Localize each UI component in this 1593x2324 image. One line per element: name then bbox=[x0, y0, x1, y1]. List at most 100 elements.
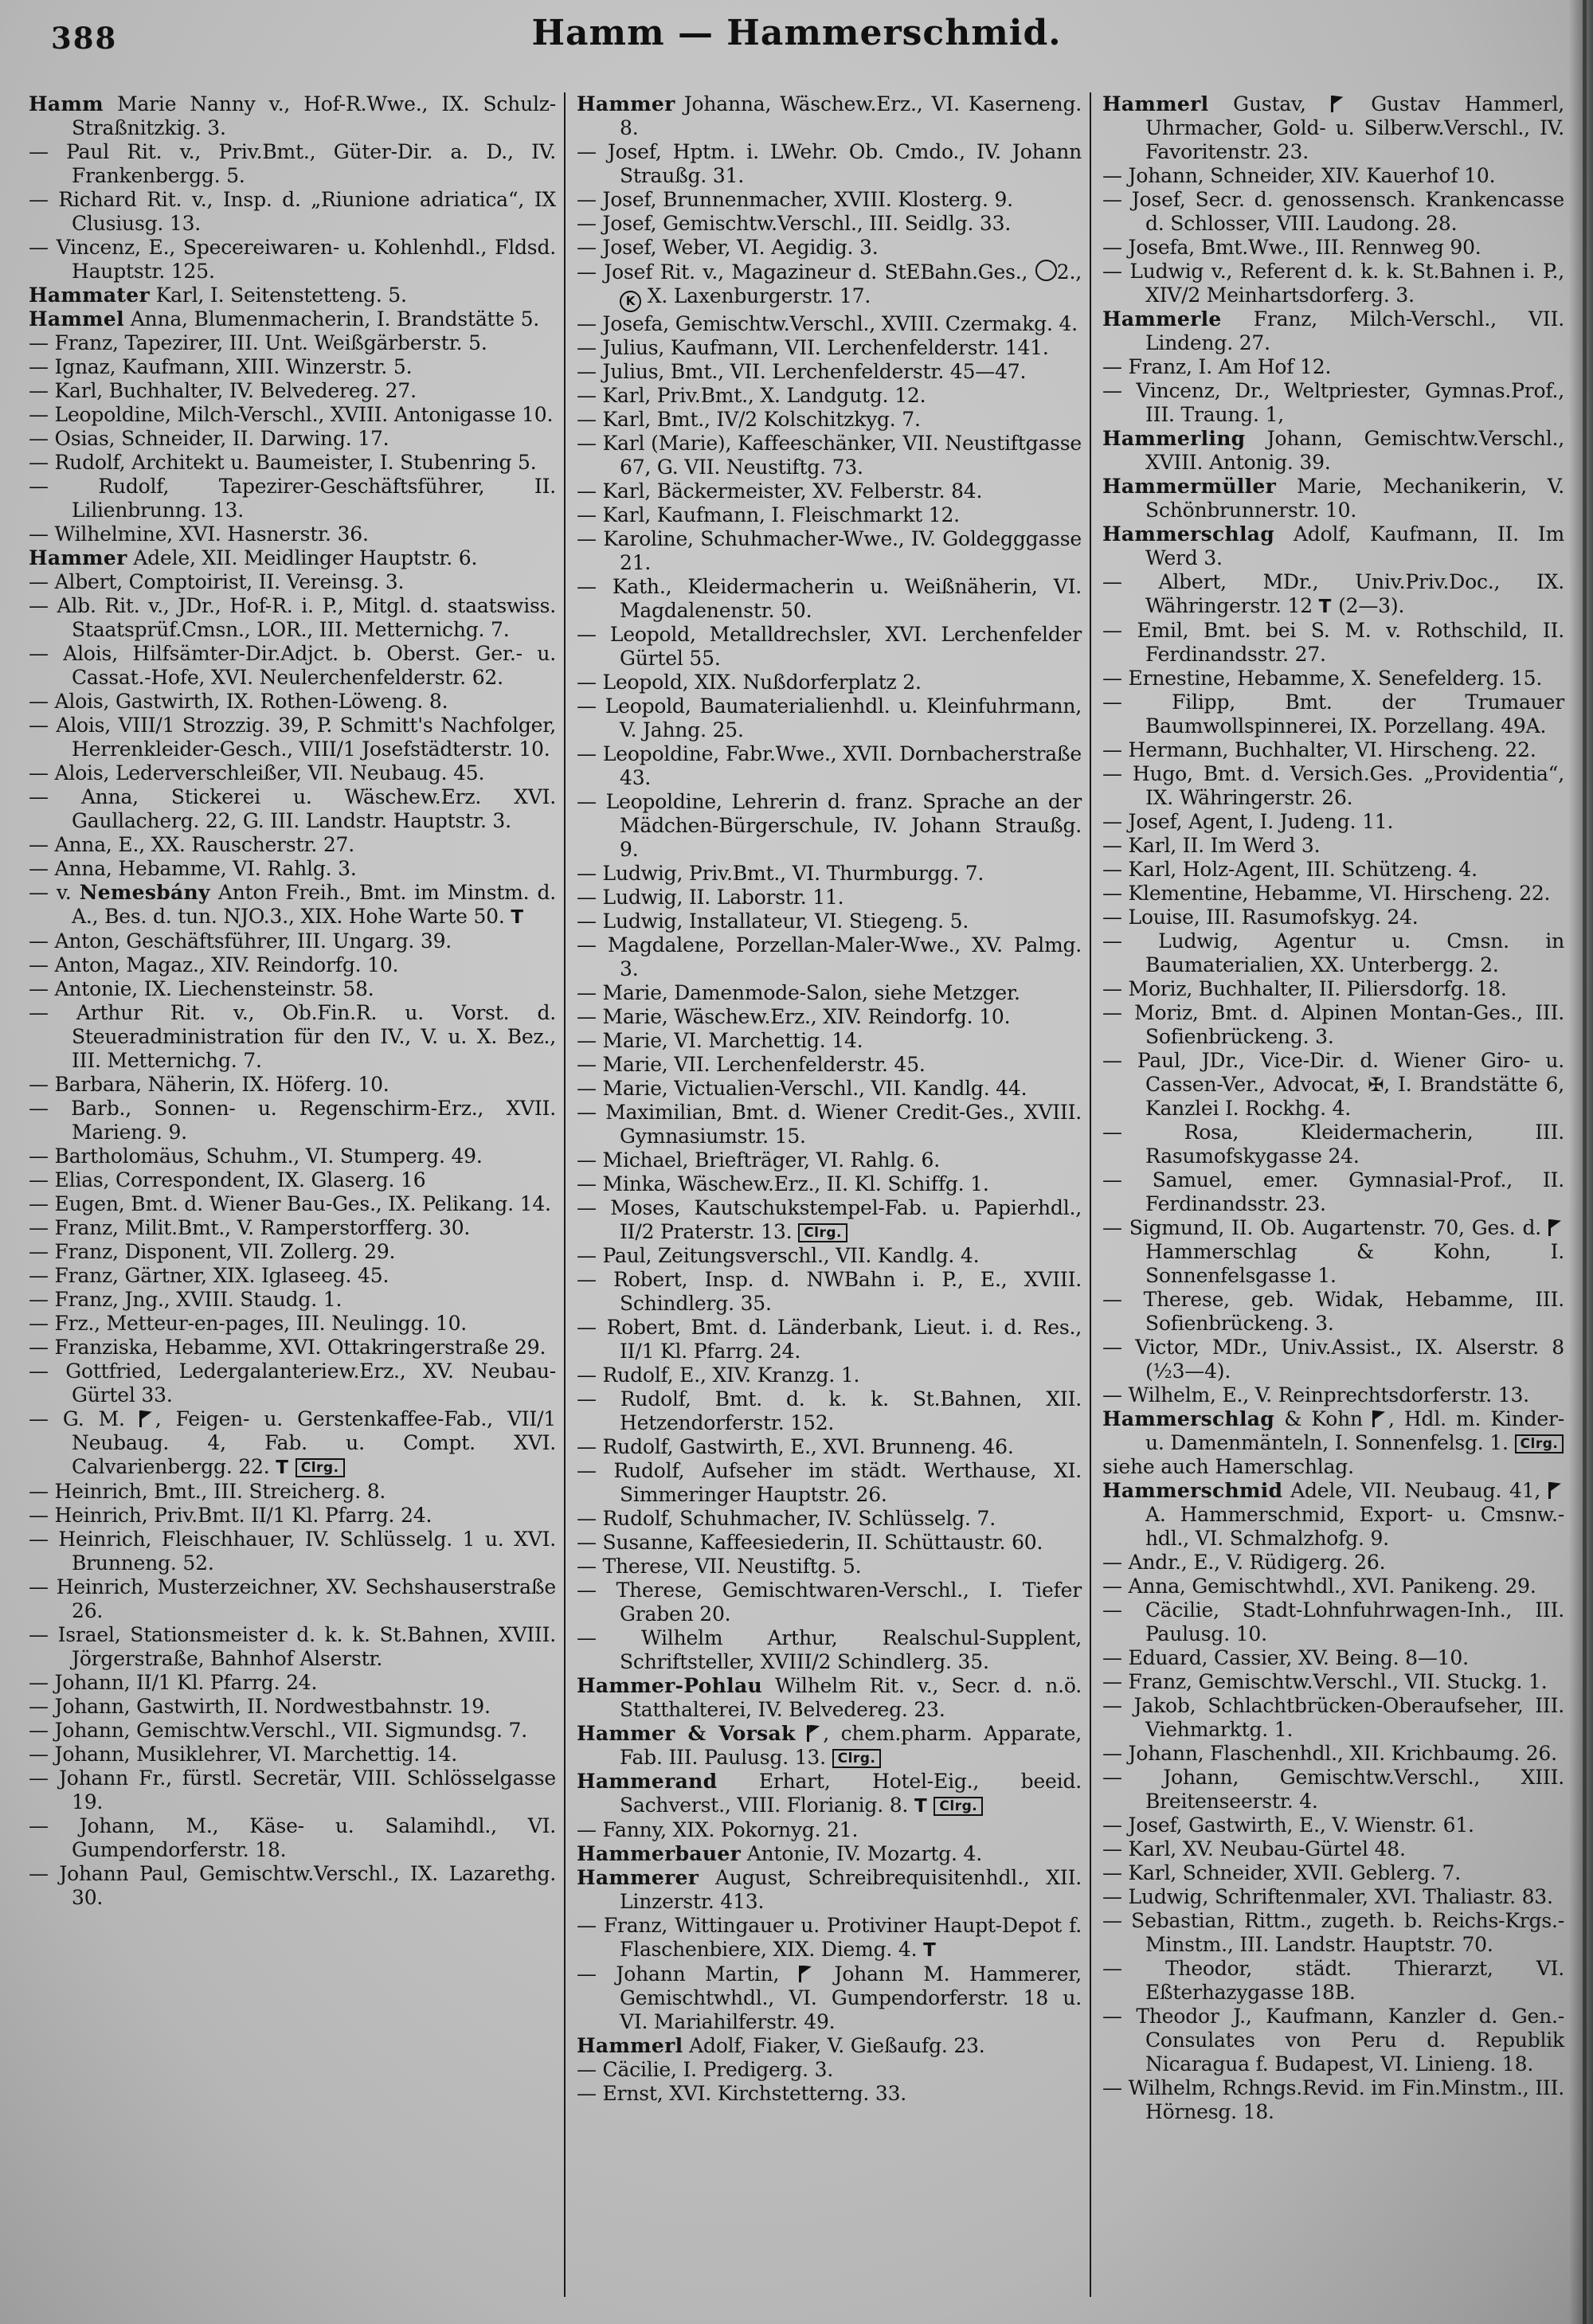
directory-entry: — Rudolf, E., XIV. Kranzg. 1. bbox=[577, 1363, 860, 1387]
directory-entry: — Susanne, Kaffeesiederin, II. Schüttaus… bbox=[577, 1530, 1043, 1554]
directory-entry: — Ludwig, Installateur, VI. Stiegeng. 5. bbox=[577, 909, 969, 933]
directory-entry: — Maximilian, Bmt. d. Wiener Credit-Ges.… bbox=[577, 1100, 1082, 1148]
directory-entry: — Richard Rit. v., Insp. d. „Riunione ad… bbox=[29, 188, 556, 235]
directory-entry: Hammel Anna, Blumenmacherin, I. Brandstä… bbox=[29, 307, 540, 331]
directory-entry: — Johann, Flaschenhdl., XII. Krichbaumg.… bbox=[1102, 1742, 1557, 1765]
directory-entry: — Hermann, Buchhalter, VI. Hirscheng. 22… bbox=[1102, 738, 1536, 761]
surname-lead: Hammerle bbox=[1102, 307, 1222, 331]
directory-columns: Hamm Marie Nanny v., Hof-R.Wwe., IX. Sch… bbox=[25, 92, 1569, 2297]
directory-entry: — Moriz, Bmt. d. Alpinen Montan-Ges., II… bbox=[1102, 1001, 1565, 1048]
directory-entry: — Karl, Kaufmann, I. Fleischmarkt 12. bbox=[577, 503, 960, 526]
directory-entry: — Johann, II/1 Kl. Pfarrg. 24. bbox=[29, 1671, 318, 1694]
order-decoration-icon: K bbox=[620, 290, 641, 312]
surname-lead: Hammerling bbox=[1102, 427, 1246, 450]
directory-entry: — Moriz, Buchhalter, II. Piliersdorfg. 1… bbox=[1102, 977, 1507, 1000]
directory-entry: — Klementine, Hebamme, VI. Hirscheng. 22… bbox=[1102, 882, 1551, 905]
registered-firm-flag-icon bbox=[1330, 96, 1347, 112]
directory-entry: — Frz., Metteur-en-pages, III. Neulingg.… bbox=[29, 1312, 468, 1335]
directory-entry: — Franz, Wittingauer u. Protiviner Haupt… bbox=[577, 1913, 1082, 1961]
page-header: 388 Hamm — Hammerschmid. bbox=[0, 13, 1593, 76]
surname-lead: Hamm bbox=[29, 92, 104, 115]
directory-entry: — Franz, Disponent, VII. Zollerg. 29. bbox=[29, 1240, 396, 1263]
page-title: Hamm — Hammerschmid. bbox=[531, 13, 1062, 53]
clearing-badge: Clrg. bbox=[295, 1458, 345, 1477]
directory-entry: — Minka, Wäschew.Erz., II. Kl. Schiffg. … bbox=[577, 1172, 989, 1195]
directory-entry: — Karl, II. Im Werd 3. bbox=[1102, 834, 1321, 857]
directory-entry: — Sebastian, Rittm., zugeth. b. Reichs-K… bbox=[1102, 1909, 1564, 1956]
directory-entry: Hammerschmid Adele, VII. Neubaug. 41, A.… bbox=[1102, 1479, 1564, 1550]
directory-entry: — Sigmund, II. Ob. Augartenstr. 70, Ges.… bbox=[1102, 1216, 1564, 1287]
directory-entry: — Michael, Briefträger, VI. Rahlg. 6. bbox=[577, 1148, 940, 1172]
directory-entry: — Karl, Bmt., IV/2 Kolschitzkyg. 7. bbox=[577, 407, 921, 431]
directory-entry: — Moses, Kautschukstempel-Fab. u. Papier… bbox=[577, 1195, 1082, 1243]
directory-entry: — Ludwig v., Referent d. k. k. St.Bahnen… bbox=[1102, 260, 1565, 307]
directory-entry: — Rudolf, Architekt u. Baumeister, I. St… bbox=[29, 451, 537, 474]
directory-entry: — Marie, Victualien-Verschl., VII. Kandl… bbox=[577, 1076, 1027, 1100]
surname-lead: Hammermüller bbox=[1102, 475, 1277, 498]
directory-entry: — Heinrich, Bmt., III. Streicherg. 8. bbox=[29, 1480, 386, 1503]
directory-entry: — Karl, Schneider, XVII. Geblerg. 7. bbox=[1102, 1861, 1461, 1884]
directory-entry: — Johann Paul, Gemischtw.Verschl., IX. L… bbox=[29, 1862, 557, 1909]
directory-entry: — Karl, Bäckermeister, XV. Felberstr. 84… bbox=[577, 479, 983, 503]
directory-entry: — Marie, Damenmode-Salon, siehe Metzger. bbox=[577, 980, 1020, 1004]
directory-entry: — Eugen, Bmt. d. Wiener Bau-Ges., IX. Pe… bbox=[29, 1192, 551, 1215]
directory-entry: Hamm Marie Nanny v., Hof-R.Wwe., IX. Sch… bbox=[29, 92, 556, 139]
directory-entry: — Johann, Gemischtw.Verschl., VII. Sigmu… bbox=[29, 1719, 527, 1742]
directory-entry: — Josef, Brunnenmacher, XVIII. Klosterg.… bbox=[577, 188, 1013, 211]
directory-entry: — Heinrich, Musterzeichner, XV. Sechshau… bbox=[29, 1575, 556, 1622]
directory-entry: — Andr., E., V. Rüdigerg. 26. bbox=[1102, 1551, 1386, 1574]
directory-entry: — Josef, Gemischtw.Verschl., III. Seidlg… bbox=[577, 212, 1012, 235]
directory-entry: — Cäcilie, Stadt-Lohnfuhrwagen-Inh., III… bbox=[1102, 1598, 1564, 1645]
directory-entry: — Marie, Wäschew.Erz., XIV. Reindorfg. 1… bbox=[577, 1004, 1011, 1028]
directory-entry: — G. M. , Feigen- u. Gerstenkaffee-Fab.,… bbox=[29, 1407, 557, 1478]
directory-entry: — Rudolf, Schuhmacher, IV. Schlüsselg. 7… bbox=[577, 1506, 996, 1530]
directory-entry: — Alois, Hilfsämter-Dir.Adjct. b. Oberst… bbox=[29, 642, 557, 689]
directory-entry: — Leopold, Baumaterialienhdl. u. Kleinfu… bbox=[577, 694, 1082, 741]
directory-entry: — Karl, Holz-Agent, III. Schützeng. 4. bbox=[1102, 858, 1478, 881]
directory-entry: — Rudolf, Bmt. d. k. k. St.Bahnen, XII. … bbox=[577, 1387, 1082, 1434]
surname-lead: Hammerl bbox=[1102, 92, 1209, 115]
directory-entry: — Rosa, Kleidermacherin, III. Rasumofsky… bbox=[1102, 1121, 1565, 1168]
directory-entry: — Johann, Gastwirth, II. Nordwestbahnstr… bbox=[29, 1695, 491, 1718]
directory-entry: — Fanny, XIX. Pokornyg. 21. bbox=[577, 1817, 859, 1841]
directory-entry: — Wilhelm, E., V. Reinprechtsdorferstr. … bbox=[1102, 1383, 1529, 1407]
directory-entry: — Leopold, XIX. Nußdorferplatz 2. bbox=[577, 670, 922, 694]
scan-gutter-shadow bbox=[1569, 0, 1593, 2324]
directory-entry: Hammerbauer Antonie, IV. Mozartg. 4. bbox=[577, 1841, 982, 1865]
surname-lead: Hammel bbox=[29, 307, 124, 331]
surname-lead: Hammer & Vorsak bbox=[577, 1721, 796, 1745]
directory-entry: Hammerling Johann, Gemischtw.Verschl., X… bbox=[1102, 427, 1564, 474]
directory-entry: — Karl, XV. Neubau-Gürtel 48. bbox=[1102, 1837, 1406, 1860]
directory-entry: — Eduard, Cassier, XV. Being. 8—10. bbox=[1102, 1646, 1469, 1669]
directory-entry: — Johann, M., Käse- u. Salamihdl., VI. G… bbox=[29, 1814, 556, 1861]
directory-entry: — Josef, Gastwirth, E., V. Wienstr. 61. bbox=[1102, 1813, 1474, 1837]
directory-entry: — Wilhelm, Rchngs.Revid. im Fin.Minstm.,… bbox=[1102, 2076, 1564, 2123]
directory-entry: — Julius, Bmt., VII. Lerchenfelderstr. 4… bbox=[577, 359, 1027, 383]
directory-entry: — Antonie, IX. Liechensteinstr. 58. bbox=[29, 977, 374, 1000]
surname-lead: Hammater bbox=[29, 284, 150, 307]
directory-entry: — Emil, Bmt. bei S. M. v. Rothschild, II… bbox=[1102, 619, 1565, 666]
directory-entry: — Karl, Buchhalter, IV. Belvedereg. 27. bbox=[29, 379, 417, 402]
directory-entry: — Marie, VII. Lerchenfelderstr. 45. bbox=[577, 1052, 926, 1076]
directory-entry: — Franz, I. Am Hof 12. bbox=[1102, 355, 1332, 378]
directory-entry: — Victor, MDr., Univ.Assist., IX. Alsers… bbox=[1102, 1336, 1564, 1383]
surname-lead: Hammerschlag bbox=[1102, 1407, 1275, 1430]
directory-entry: — Johann, Gemischtw.Verschl., XIII. Brei… bbox=[1102, 1766, 1565, 1813]
directory-entry: — Rudolf, Gastwirth, E., XVI. Brunneng. … bbox=[577, 1434, 1014, 1458]
directory-entry: — Paul, Zeitungsverschl., VII. Kandlg. 4… bbox=[577, 1243, 980, 1267]
directory-entry: — Paul Rit. v., Priv.Bmt., Güter-Dir. a.… bbox=[29, 140, 556, 187]
page-number: 388 bbox=[51, 21, 118, 56]
order-decoration-icon bbox=[1035, 260, 1057, 281]
directory-entry: — Barbara, Näherin, IX. Höferg. 10. bbox=[29, 1073, 389, 1096]
directory-entry: — Rudolf, Aufseher im städt. Werthause, … bbox=[577, 1458, 1082, 1506]
directory-entry: — Wilhelm Arthur, Realschul-Supplent, Sc… bbox=[577, 1626, 1082, 1673]
directory-entry: — Leopold, Metalldrechsler, XVI. Lerchen… bbox=[577, 622, 1082, 670]
directory-entry: — Theodor, städt. Thierarzt, VI. Eßterha… bbox=[1102, 1957, 1565, 2004]
directory-entry: Hammerl Gustav, Gustav Hammerl, Uhrmache… bbox=[1102, 92, 1564, 163]
directory-entry: Hammer & Vorsak , chem.pharm. Apparate, … bbox=[577, 1721, 1082, 1769]
directory-entry: — Ludwig, Schriftenmaler, XVI. Thaliastr… bbox=[1102, 1885, 1553, 1908]
directory-entry: — Franz, Milit.Bmt., V. Ramperstorfferg.… bbox=[29, 1216, 471, 1239]
telephone-icon: T bbox=[276, 1457, 289, 1478]
directory-entry: — Anton, Geschäftsführer, III. Ungarg. 3… bbox=[29, 929, 452, 953]
